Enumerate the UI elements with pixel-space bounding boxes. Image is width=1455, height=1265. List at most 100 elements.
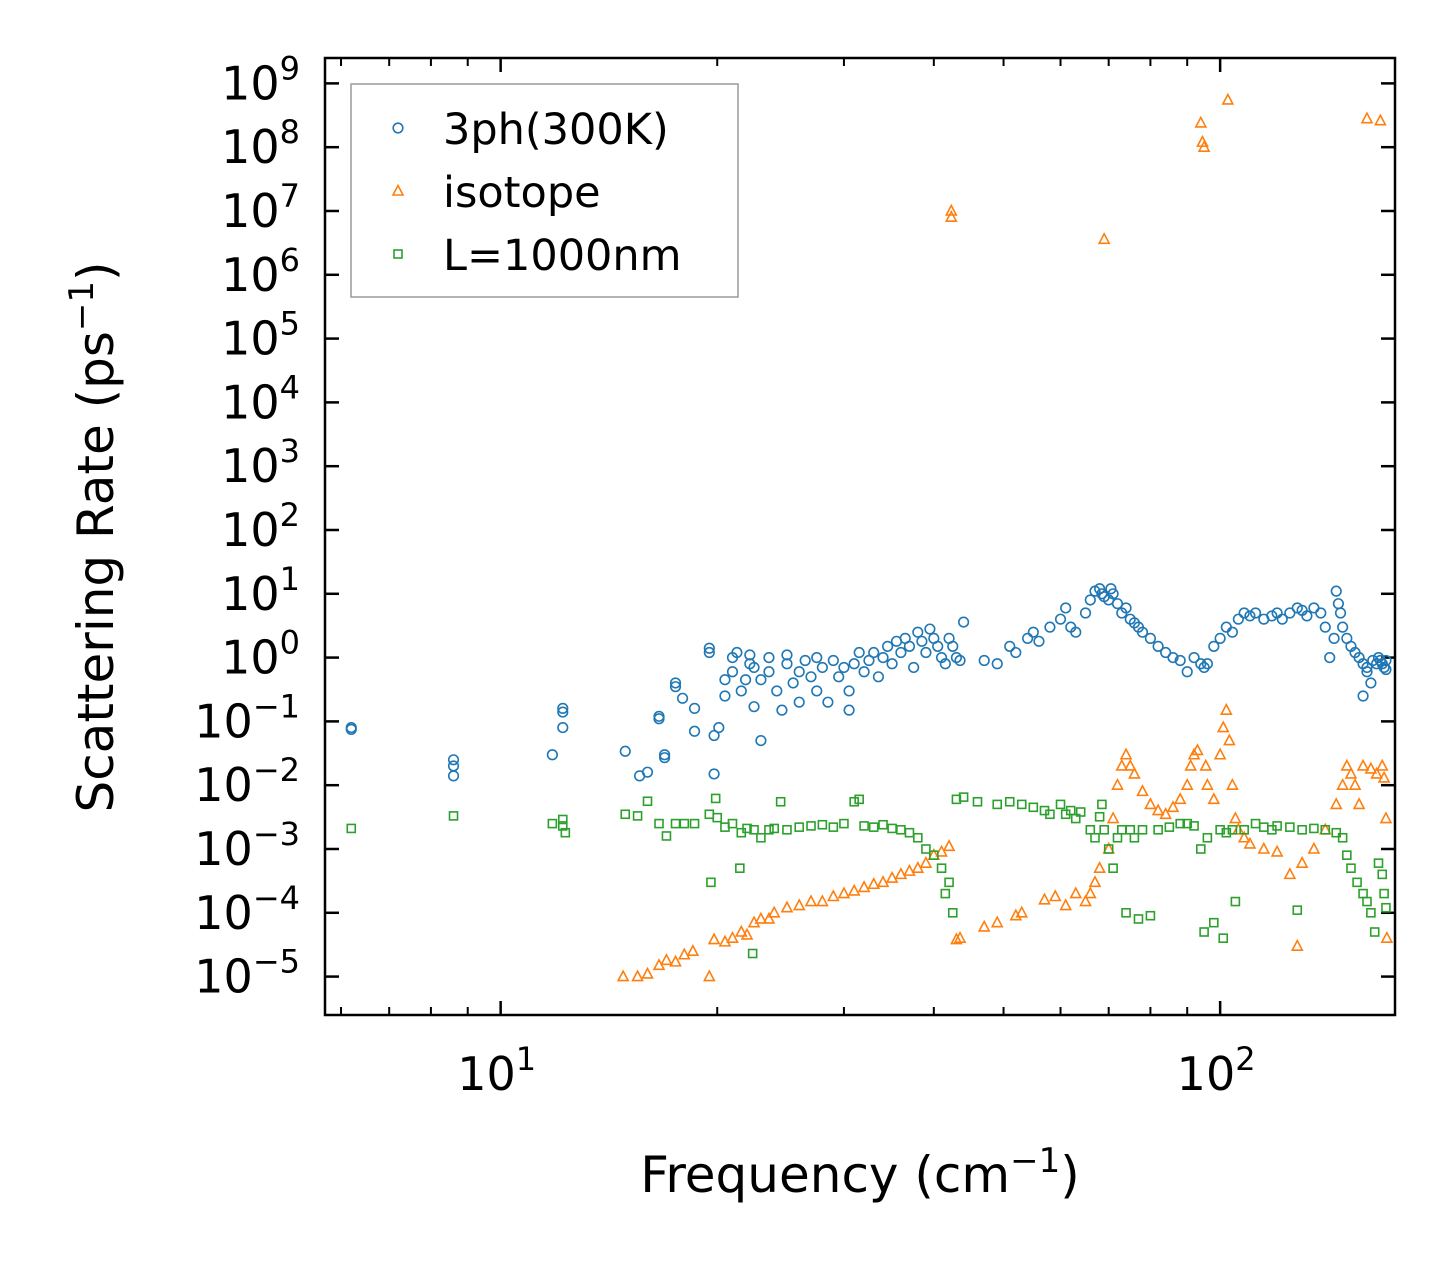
data-point-triangle <box>1223 733 1236 746</box>
data-point-circle <box>811 685 823 697</box>
legend-label: isotope <box>443 168 601 218</box>
data-point-circle <box>868 646 880 659</box>
data-point-square <box>929 850 939 860</box>
data-point-triangle <box>1329 797 1343 810</box>
data-point-circle <box>1226 626 1238 638</box>
data-point-square <box>947 907 958 918</box>
data-point-square <box>1342 850 1352 860</box>
y-tick-label: 100 <box>221 624 300 685</box>
data-point-circle <box>1120 602 1132 614</box>
data-point-circle <box>1301 610 1313 622</box>
data-point-circle <box>843 685 855 697</box>
data-point-circle <box>978 654 990 667</box>
data-point-square <box>1175 818 1185 829</box>
data-point-circle <box>920 646 932 659</box>
data-point-square <box>735 863 745 873</box>
data-point-circle <box>882 640 894 652</box>
legend-label: L=1000nm <box>443 231 682 281</box>
data-point-square <box>1028 802 1039 813</box>
data-point-circle <box>1167 651 1179 664</box>
data-point-triangle <box>1213 747 1227 760</box>
data-point-circle <box>744 649 756 661</box>
data-point-circle <box>1201 658 1213 670</box>
data-point-circle <box>1198 661 1210 674</box>
y-tick-label: 109 <box>221 49 300 110</box>
data-point-circle <box>1021 632 1034 644</box>
data-point-circle <box>653 710 665 722</box>
data-point-circle <box>1378 661 1390 674</box>
series-circle <box>345 583 1392 782</box>
y-tick-label: 10−5 <box>194 943 300 1004</box>
data-point-circle <box>447 754 460 766</box>
data-point-circle <box>755 734 767 747</box>
data-point-triangle <box>1344 766 1358 779</box>
data-point-circle <box>735 685 747 697</box>
data-point-circle <box>958 616 970 628</box>
data-point-circle <box>1284 607 1296 619</box>
data-point-triangle <box>1038 892 1051 905</box>
data-point-square <box>806 821 816 831</box>
data-point-circle <box>1238 607 1250 619</box>
data-point-square <box>756 832 766 843</box>
data-point-triangle <box>1069 886 1083 899</box>
data-point-triangle <box>977 919 991 932</box>
data-point-circle <box>1160 646 1172 659</box>
data-point-circle <box>546 749 558 761</box>
data-point-square <box>1215 824 1225 835</box>
data-point-square <box>1045 809 1055 820</box>
data-point-circle <box>895 646 907 659</box>
data-point-circle <box>1136 626 1149 638</box>
data-point-triangle <box>1336 777 1349 790</box>
data-point-triangle <box>726 930 739 943</box>
series-square <box>346 792 1391 959</box>
data-point-circle <box>703 646 715 659</box>
data-point-circle <box>935 651 948 664</box>
series-layer <box>345 92 1394 982</box>
data-point-circle <box>1337 621 1349 633</box>
data-point-triangle <box>641 966 654 979</box>
data-point-circle <box>1232 613 1244 625</box>
data-point-circle <box>703 642 715 654</box>
data-point-square <box>654 818 664 829</box>
data-point-triangle <box>1088 875 1102 888</box>
data-point-circle <box>924 623 936 635</box>
data-point-triangle <box>1375 758 1389 771</box>
data-point-triangle <box>894 867 908 880</box>
data-point-circle <box>822 696 834 708</box>
data-point-circle <box>1208 640 1220 652</box>
data-point-circle <box>748 701 760 713</box>
data-point-triangle <box>1059 898 1073 911</box>
data-point-square <box>775 796 786 807</box>
data-point-triangle <box>780 900 794 913</box>
data-point-triangle <box>754 911 768 924</box>
data-point-triangle <box>1136 784 1149 797</box>
y-tick-label: 103 <box>221 432 300 493</box>
data-point-circle <box>912 626 924 638</box>
x-axis-label: Frequency (cm−1) <box>640 1141 1080 1204</box>
data-point-circle <box>1079 607 1092 619</box>
data-point-square <box>1346 863 1356 873</box>
data-point-square <box>921 844 931 854</box>
data-point-square <box>620 809 631 820</box>
data-point-square <box>1133 914 1144 924</box>
y-tick-label: 108 <box>221 113 300 174</box>
data-point-triangle <box>1015 905 1029 918</box>
data-point-circle <box>1214 632 1226 644</box>
data-point-triangle <box>1352 797 1366 810</box>
data-point-circle <box>1054 613 1067 625</box>
data-point-square <box>727 818 738 829</box>
x-tick-label: 101 <box>457 1040 536 1101</box>
data-point-triangle <box>1364 761 1378 774</box>
data-point-square <box>782 824 792 835</box>
data-point-triangle <box>1219 702 1233 715</box>
data-point-triangle <box>885 870 899 883</box>
data-point-circle <box>659 749 671 761</box>
data-point-circle <box>776 704 788 716</box>
data-point-circle <box>793 696 805 708</box>
data-point-square <box>712 812 723 823</box>
data-point-triangle <box>919 855 933 868</box>
data-point-triangle <box>1194 115 1208 128</box>
data-point-triangle <box>1216 720 1230 733</box>
data-point-circle <box>1315 607 1327 619</box>
